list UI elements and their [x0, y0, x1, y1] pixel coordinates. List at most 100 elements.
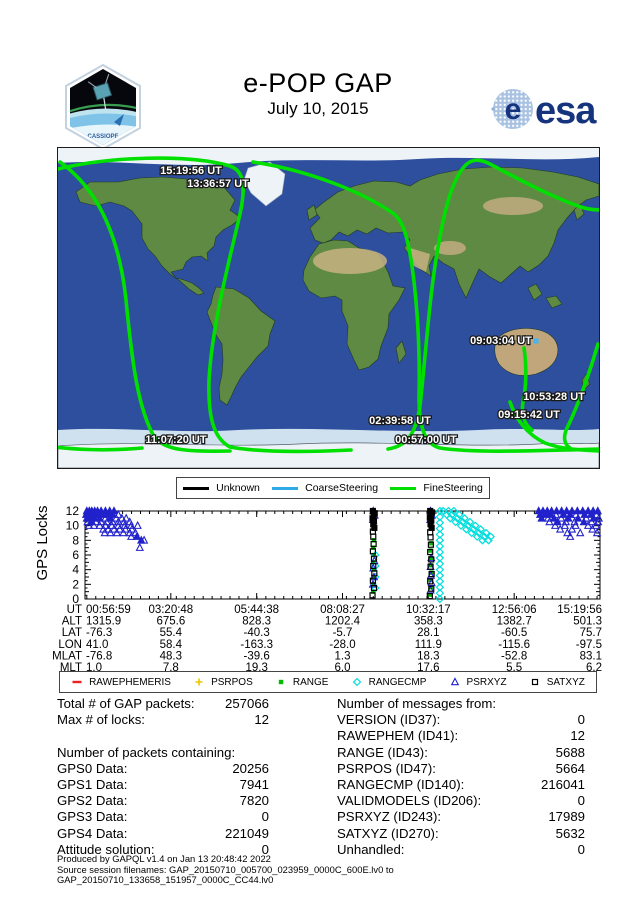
stat-value: 12 — [254, 712, 269, 728]
marker-legend-item: RANGE — [275, 676, 328, 688]
stat-row: GPS4 Data: 221049 — [57, 826, 269, 842]
axis-value: -163.3 — [240, 639, 273, 651]
steering-legend-item: FineSteering — [390, 482, 483, 494]
stat-label: RAWEPHEM (ID41): — [337, 728, 459, 744]
stat-label: Number of messages from: — [337, 696, 497, 711]
stat-row: Max # of locks: 12 — [57, 712, 269, 728]
series-SATXYZ — [369, 507, 436, 600]
track-time-label: 09:03:04 UT — [470, 335, 532, 347]
axis-value: 6.0 — [334, 662, 350, 673]
plot-frame — [84, 510, 601, 600]
stat-value: 20256 — [232, 760, 269, 776]
track-time-label: 15:19:56 UT — [160, 165, 222, 177]
stat-value: 216041 — [540, 776, 585, 792]
axis-value: 1315.9 — [86, 616, 121, 628]
axis-value: 41.0 — [86, 639, 108, 651]
stat-row: Unhandled: 0 — [337, 842, 585, 858]
stat-value: 5688 — [555, 744, 585, 760]
y-tick-label: 8 — [72, 533, 79, 547]
stat-label: GPS3 Data: — [57, 809, 128, 825]
axis-value: -5.7 — [333, 627, 353, 639]
stat-row: SATXYZ (ID270): 5632 — [337, 826, 585, 842]
track-time-label: 02:39:58 UT — [369, 415, 431, 427]
track-start-marker — [505, 411, 511, 417]
y-tick-label: 6 — [72, 548, 79, 562]
ground-tracks — [52, 156, 603, 454]
stat-value: 0 — [261, 809, 269, 825]
page-date: July 10, 2015 — [267, 99, 369, 118]
axis-value: 05:44:38 — [234, 604, 279, 616]
stat-row: RANGECMP (ID140): 216041 — [337, 777, 585, 793]
axis-value: 48.3 — [160, 650, 182, 662]
stat-label: SATXYZ (ID270): — [337, 825, 439, 841]
axis-value: 15:19:56 — [557, 604, 602, 616]
stats-right-column: Number of messages from: VERSION (ID37): 0… — [337, 696, 585, 858]
axis-row-label: LAT — [62, 627, 82, 639]
stat-label: PSRXYZ (ID243): — [337, 809, 442, 825]
axis-value: 58.4 — [160, 639, 183, 651]
axis-row-label: MLAT — [52, 650, 82, 662]
axis-value: -28.0 — [329, 639, 355, 651]
ground-track — [58, 160, 232, 454]
series-PSRXYZ — [81, 506, 604, 594]
axis-value: -76.8 — [86, 650, 112, 662]
stat-label: PSRPOS (ID47): — [337, 760, 436, 776]
satxyz-marker-icon — [531, 678, 538, 686]
patch-mission-name: CASSIOPE — [87, 134, 118, 140]
stat-row: Total # of GAP packets: 257066 — [57, 696, 269, 712]
stat-value: 7941 — [239, 776, 269, 792]
page-title: e-POP GAP — [243, 68, 393, 98]
axis-row-label: MLT — [60, 662, 82, 673]
range-marker-icon — [278, 679, 284, 685]
ground-track — [520, 346, 534, 432]
stat-row: GPS2 Data: 7820 — [57, 793, 269, 809]
axis-row-label: LON — [58, 639, 82, 651]
stat-value: 257066 — [224, 696, 269, 711]
stat-label: GPS0 Data: — [57, 760, 128, 776]
footer-line: Produced by GAPQL v1.4 on Jan 13 20:48:4… — [57, 853, 271, 864]
ground-track — [386, 158, 603, 451]
stat-label: Max # of locks: — [57, 712, 145, 728]
esa-globe-e: e — [505, 93, 522, 126]
axis-value: 28.1 — [417, 627, 439, 639]
marker-legend-label: PSRPOS — [211, 676, 253, 688]
marker-legend-label: SATXYZ — [546, 676, 585, 688]
stat-row: VERSION (ID37): 0 — [337, 712, 585, 728]
axis-value: -40.3 — [244, 627, 270, 639]
stat-row: RANGE (ID43): 5688 — [337, 745, 585, 761]
stat-value: 7820 — [239, 793, 269, 809]
stat-value: 0 — [577, 712, 585, 728]
esa-wordmark: esa — [535, 90, 597, 132]
rawephemeris-marker-icon — [72, 680, 82, 684]
stat-value: 221049 — [224, 825, 269, 841]
axis-value: 5.5 — [506, 662, 522, 673]
legend-line-swatch — [183, 486, 210, 490]
track-time-label: 11:07:20 UT — [145, 434, 206, 446]
stats-left-column: Total # of GAP packets: 257066 Max # of lo… — [57, 696, 269, 858]
stat-label: Total # of GAP packets: — [57, 696, 195, 711]
stat-row: RAWEPHEM (ID41): 12 — [337, 728, 585, 744]
track-start-marker — [533, 338, 539, 344]
footer-line: Source session filenames: GAP_20150710_0… — [57, 863, 394, 875]
stat-label: Unhandled: — [337, 841, 405, 857]
marker-legend-item: PSRXYZ — [449, 676, 507, 688]
legend-label: CoarseSteering — [305, 482, 379, 494]
y-tick-label: 12 — [66, 504, 80, 518]
track-start-markers — [505, 338, 539, 417]
axis-value: 675.6 — [156, 616, 185, 628]
cassiope-mission-patch: CASSIOPE — [65, 64, 141, 150]
axis-value: 6.2 — [586, 662, 602, 673]
stat-value: 17989 — [548, 809, 585, 825]
rangecmp-marker-icon — [352, 677, 361, 687]
stat-row: PSRPOS (ID47): 5664 — [337, 761, 585, 777]
steering-legend-item: Unknown — [183, 482, 260, 494]
axis-value: 501.3 — [573, 616, 602, 628]
legend-label: Unknown — [216, 482, 260, 494]
track-time-label: 00:57:00 UT — [395, 434, 457, 446]
axis-value: 1202.4 — [325, 616, 361, 628]
marker-legend-label: RANGECMP — [368, 676, 427, 688]
marker-legend-item: RAWEPHEMERIS — [71, 676, 171, 688]
ground-track — [52, 445, 144, 452]
